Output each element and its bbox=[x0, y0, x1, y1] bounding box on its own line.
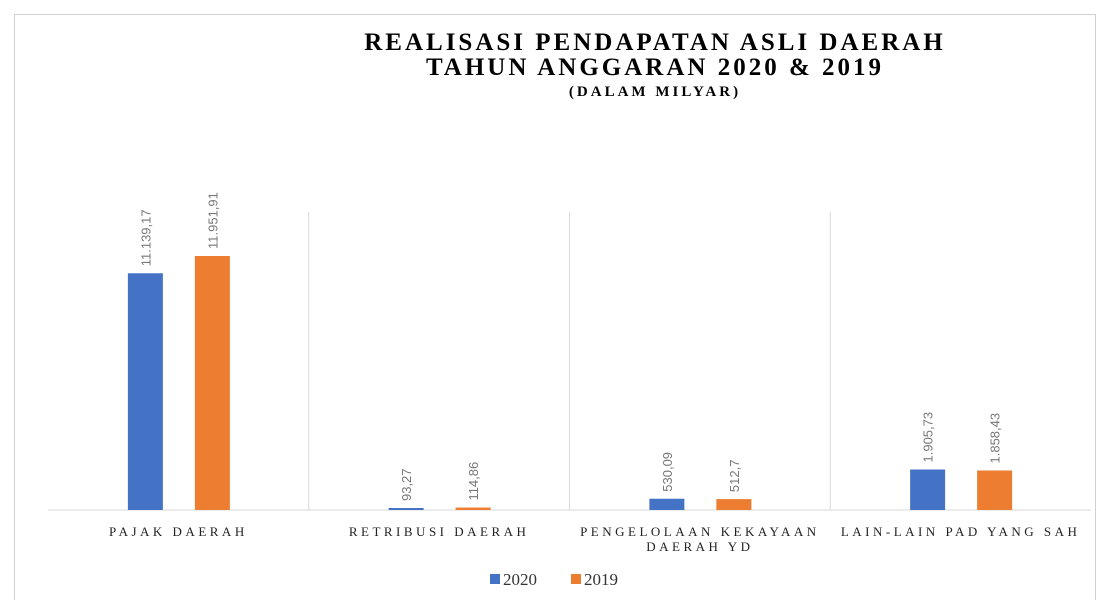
legend-swatch bbox=[490, 574, 500, 584]
bar bbox=[455, 507, 491, 510]
x-tick-label: PAJAK DAERAH bbox=[109, 524, 248, 539]
bar bbox=[649, 498, 685, 510]
data-label: 114,86 bbox=[466, 462, 481, 501]
x-tick-label: LAIN-LAIN PAD YANG SAH bbox=[840, 524, 1081, 539]
bar bbox=[194, 256, 230, 510]
data-label: 11.139,17 bbox=[138, 209, 153, 266]
bar bbox=[977, 470, 1013, 510]
chart-frame bbox=[14, 14, 1096, 600]
bar bbox=[388, 508, 424, 510]
bar bbox=[716, 499, 752, 510]
x-tick-label: PENGELOLAAN KEKAYAAN DAERAH YD bbox=[580, 524, 820, 554]
chart-title: REALISASI PENDAPATAN ASLI DAERAH TAHUN A… bbox=[364, 29, 946, 81]
chart-subtitle: (DALAM MILYAR) bbox=[568, 84, 742, 100]
data-label: 530,09 bbox=[660, 452, 675, 492]
x-tick-label: RETRIBUSI DAERAH bbox=[348, 524, 530, 539]
data-label: 1.905,73 bbox=[921, 412, 936, 463]
legend-swatch bbox=[571, 574, 581, 584]
legend-label: 2020 bbox=[503, 570, 537, 589]
data-label: 512,7 bbox=[727, 460, 742, 493]
bar bbox=[910, 469, 946, 510]
bar bbox=[127, 273, 163, 510]
legend-label: 2019 bbox=[584, 570, 618, 589]
data-label: 11.951,91 bbox=[205, 192, 220, 249]
data-label: 1.858,43 bbox=[988, 413, 1003, 464]
data-label: 93,27 bbox=[399, 468, 414, 501]
